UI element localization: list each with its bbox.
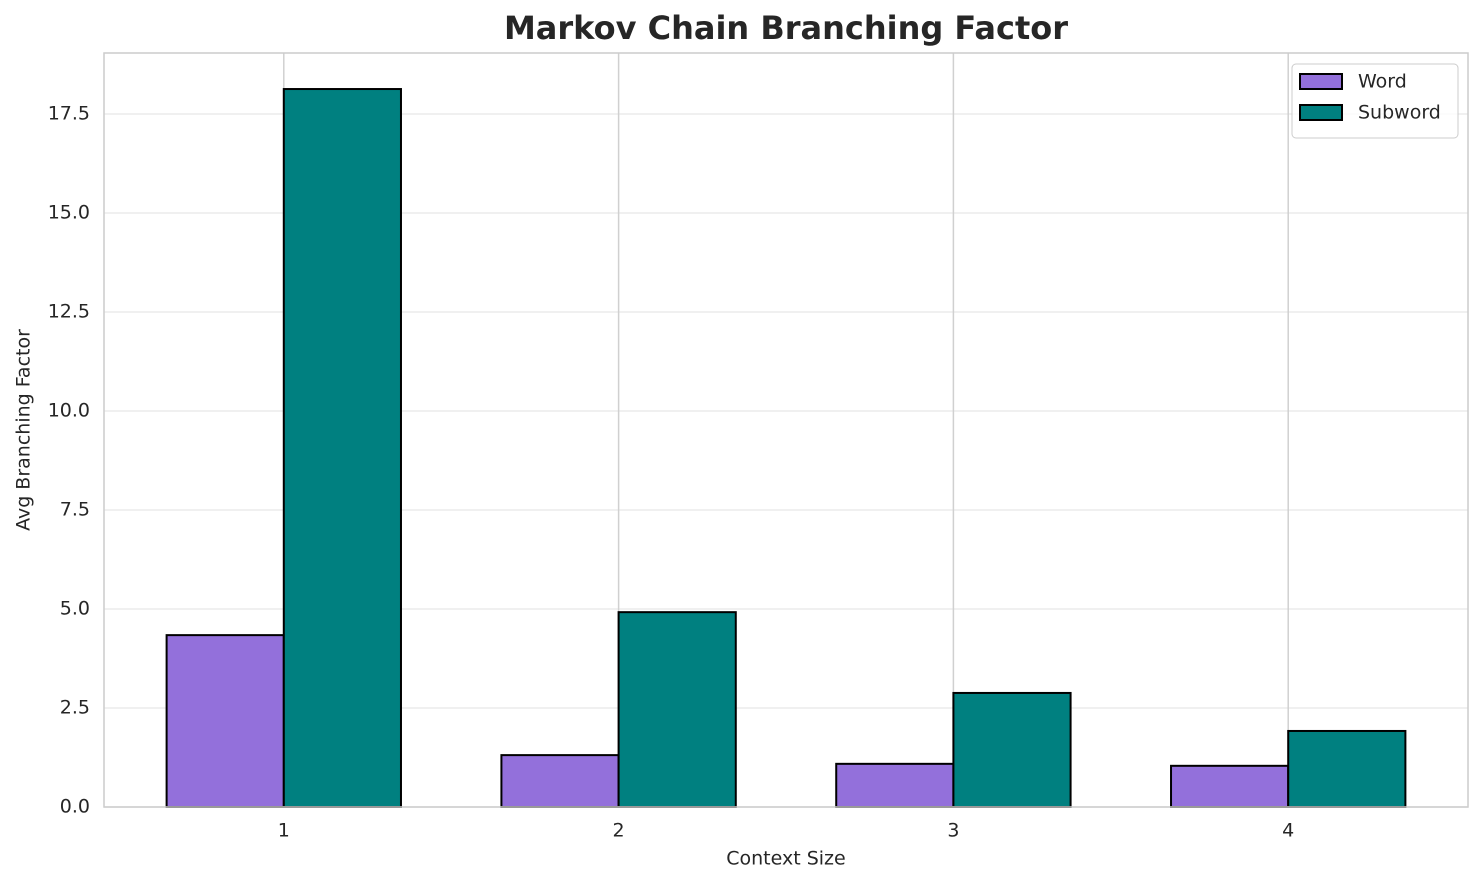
chart-title: Markov Chain Branching Factor: [504, 9, 1068, 47]
plot-frame: [103, 52, 1469, 808]
bar: [1170, 764, 1290, 808]
bar: [165, 634, 285, 808]
y-axis-label: Avg Branching Factor: [13, 329, 35, 531]
x-tick-label: 2: [613, 820, 625, 842]
y-tick-label: 0.0: [60, 796, 90, 818]
bar: [952, 691, 1072, 809]
bar: [500, 754, 620, 809]
y-tick-label: 17.5: [48, 102, 90, 124]
bar: [282, 88, 402, 809]
legend-swatch: [1299, 104, 1343, 121]
y-tick-label: 7.5: [60, 498, 90, 520]
x-tick-label: 3: [947, 820, 959, 842]
bar: [617, 611, 737, 809]
x-tick-label: 1: [278, 820, 290, 842]
y-tick-label: 2.5: [60, 696, 90, 718]
x-axis-label: Context Size: [726, 848, 845, 870]
y-tick-label: 5.0: [60, 597, 90, 619]
y-tick-label: 10.0: [48, 399, 90, 421]
y-tick-label: 12.5: [48, 300, 90, 322]
bar: [835, 762, 955, 808]
legend-swatch: [1299, 73, 1343, 90]
bar: [1287, 729, 1407, 808]
y-tick-label: 15.0: [48, 201, 90, 223]
legend-label: Subword: [1358, 102, 1441, 124]
legend-label: Word: [1358, 71, 1407, 93]
x-tick-label: 4: [1282, 820, 1294, 842]
